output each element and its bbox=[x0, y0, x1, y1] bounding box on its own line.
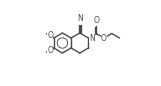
Text: O: O bbox=[47, 31, 53, 40]
Text: O: O bbox=[47, 46, 53, 55]
Text: O: O bbox=[93, 16, 99, 25]
Text: N: N bbox=[89, 34, 95, 42]
Text: O: O bbox=[101, 34, 107, 42]
Text: N: N bbox=[77, 14, 83, 23]
